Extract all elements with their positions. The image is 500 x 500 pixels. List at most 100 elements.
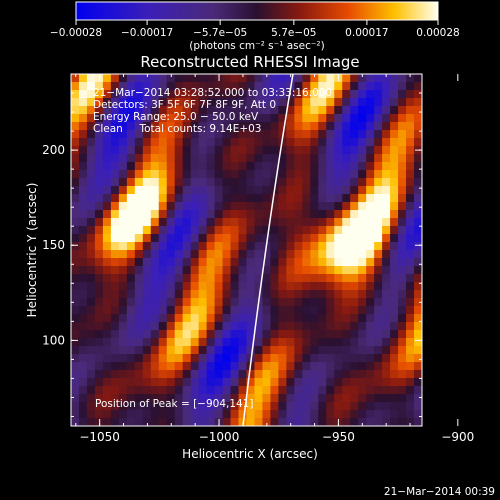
heatmap-cell [198,250,208,259]
heatmap-cell [334,330,343,339]
heatmap-cell [150,314,160,323]
heatmap-cell [126,122,136,131]
heatmap-cell [270,290,280,299]
heatmap-cell [182,338,192,347]
heatmap-cell [350,298,359,307]
heatmap-cell [118,226,128,235]
heatmap-cell [294,178,303,187]
heatmap-cell [198,82,208,91]
heatmap-cell [142,410,152,419]
heatmap-cell [278,322,287,331]
heatmap-cell [318,346,327,355]
heatmap-cell [350,162,359,171]
heatmap-cell [358,178,367,187]
heatmap-cell [110,98,120,107]
heatmap-cell [134,130,144,139]
heatmap-cell [342,330,351,339]
heatmap-cell [142,154,152,163]
heatmap-cell [222,98,232,107]
heatmap-cell [334,282,343,291]
heatmap-cell [366,106,375,115]
heatmap-cell [230,186,240,195]
heatmap-cell [414,282,422,291]
heatmap-cell [102,194,112,203]
heatmap-cell [158,170,168,179]
heatmap-cell [142,170,152,179]
heatmap-cell [318,354,327,363]
heatmap-cell [374,274,383,283]
heatmap-cell [326,226,335,235]
heatmap-cell [134,138,144,147]
heatmap-cell [222,146,232,155]
heatmap-cell [110,418,120,426]
heatmap-cell [310,338,319,347]
heatmap-cell [206,314,216,323]
heatmap-cell [198,330,208,339]
heatmap-cell [310,82,319,91]
heatmap-cell [174,242,184,251]
heatmap-cell [262,346,272,355]
heatmap-cell [71,282,80,291]
heatmap-cell [374,378,383,387]
heatmap-cell [270,154,280,163]
heatmap-cell [102,202,112,211]
heatmap-cell [230,74,240,83]
heatmap-cell [71,258,80,267]
heatmap-cell [158,98,168,107]
heatmap-cell [366,138,375,147]
heatmap-cell [246,274,256,283]
heatmap-cell [166,290,176,299]
heatmap-cell [294,210,303,219]
heatmap-cell [174,306,184,315]
heatmap-cell [126,210,136,219]
heatmap-cell [86,98,96,107]
heatmap-cell [398,242,407,251]
heatmap-cell [262,226,272,235]
heatmap-cell [390,114,399,123]
heatmap-cell [190,90,200,99]
heatmap-cell [246,90,256,99]
heatmap-cell [166,82,176,91]
heatmap-cell [198,338,208,347]
heatmap-cell [142,186,152,195]
heatmap-cell [230,370,240,379]
heatmap-cell [158,274,168,283]
heatmap-cell [198,290,208,299]
heatmap-cell [254,314,264,323]
heatmap-cell [342,74,351,83]
heatmap-cell [246,386,256,395]
heatmap-cell [214,202,224,211]
heatmap-cell [310,154,319,163]
heatmap-cell [174,274,184,283]
heatmap-cell [414,242,422,251]
heatmap-cell [134,122,144,131]
heatmap-cell [86,242,96,251]
heatmap-cell [110,106,120,115]
heatmap-cell [294,130,303,139]
heatmap-cell [334,218,343,227]
heatmap-cell [71,234,80,243]
heatmap-cell [206,170,216,179]
heatmap-cell [342,314,351,323]
heatmap-cell [118,410,128,419]
heatmap-cell [142,194,152,203]
heatmap-cell [342,338,351,347]
heatmap-cell [206,242,216,251]
heatmap-cell [334,122,343,131]
heatmap-cell [118,378,128,387]
heatmap-cell [286,354,295,363]
heatmap-cell [278,354,287,363]
heatmap-cell [294,402,303,411]
heatmap-cell [398,226,407,235]
heatmap-cell [246,298,256,307]
heatmap-cell [118,202,128,211]
heatmap-cell [222,370,232,379]
heatmap-cell [382,306,391,315]
heatmap-cell [294,170,303,179]
heatmap-cell [254,218,264,227]
heatmap-cell [398,266,407,275]
heatmap-cell [94,250,104,259]
heatmap-cell [318,322,327,331]
heatmap-cell [398,402,407,411]
heatmap-cell [406,258,415,267]
